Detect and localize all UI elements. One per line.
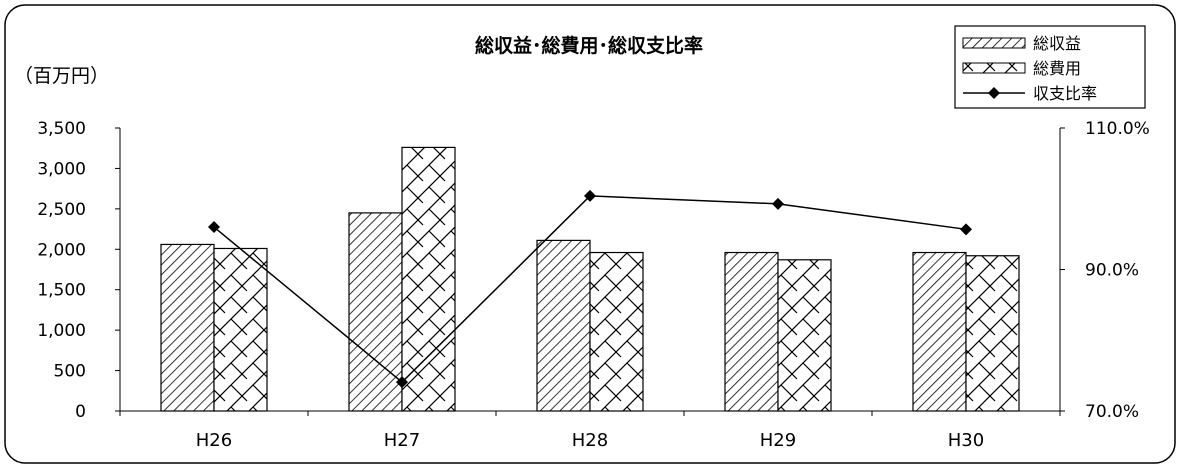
bars-group	[160, 146, 1020, 412]
bar-revenue	[536, 239, 591, 412]
x-category-label: H27	[384, 430, 420, 451]
y2-tick-label: 90.0%	[1085, 261, 1139, 281]
x-category-label: H28	[572, 430, 608, 451]
y-tick-label: 0	[75, 402, 86, 422]
x-category-label: H29	[760, 430, 796, 451]
bar-revenue	[348, 212, 403, 412]
legend-swatch-expense	[962, 62, 1026, 74]
ratio-point	[960, 223, 972, 236]
legend-swatch-revenue	[962, 37, 1026, 49]
x-category-label: H30	[948, 430, 984, 451]
bar-expense	[965, 255, 1020, 412]
bar-expense	[777, 259, 832, 412]
bar-expense	[213, 247, 268, 412]
ratio-point	[396, 376, 408, 389]
y2-tick-label: 110.0%	[1085, 119, 1150, 139]
bar-expense	[401, 146, 456, 412]
y-tick-label: 2,500	[37, 200, 86, 220]
tick-labels-group: 0 500 1,000 1,500 2,000 2,500 3,000 3,500 70.0% 9…	[37, 119, 1150, 451]
bar-revenue	[912, 251, 967, 412]
ratio-point	[584, 189, 596, 202]
y-tick-label: 2,000	[37, 240, 86, 260]
y-tick-label: 3,000	[37, 159, 86, 179]
legend-swatch-ratio-marker	[988, 87, 1000, 99]
chart-title: 総収益･総費用･総収支比率	[475, 34, 703, 57]
legend-label-expense: 総費用	[1033, 59, 1081, 78]
y2-tick-label: 70.0%	[1085, 402, 1139, 422]
legend: 総収益 総費用 収支比率	[954, 25, 1146, 109]
x-category-label: H26	[196, 430, 232, 451]
bar-revenue	[724, 251, 779, 412]
y-tick-label: 3,500	[37, 119, 86, 139]
bar-expense	[589, 251, 644, 412]
legend-label-revenue: 総収益	[1033, 34, 1081, 53]
ratio-point	[208, 221, 220, 234]
chart-frame	[4, 4, 1176, 464]
y-tick-label: 1,500	[37, 281, 86, 301]
ratio-point	[772, 197, 784, 210]
y-tick-label: 1,000	[37, 321, 86, 341]
ratio-line-group	[208, 189, 972, 389]
y-axis-unit-label: （百万円）	[14, 65, 109, 87]
y-tick-label: 500	[54, 362, 86, 382]
legend-label-ratio: 収支比率	[1033, 84, 1097, 103]
bar-revenue	[160, 243, 215, 412]
